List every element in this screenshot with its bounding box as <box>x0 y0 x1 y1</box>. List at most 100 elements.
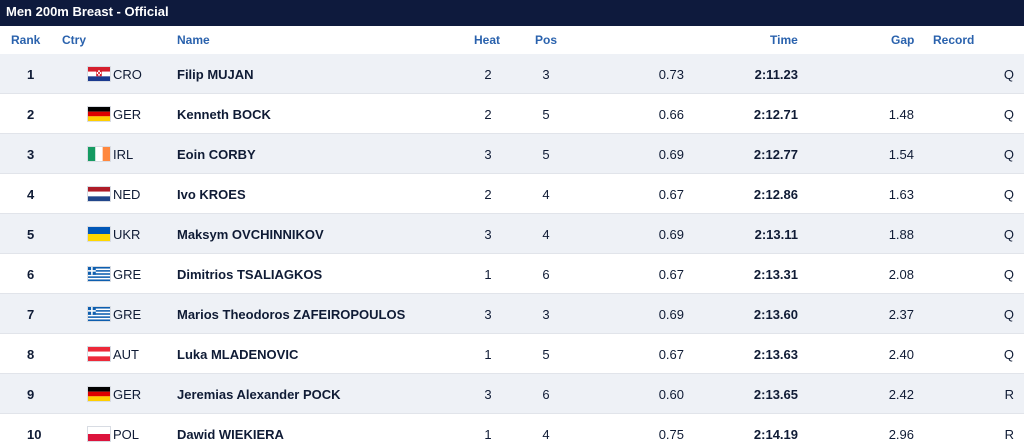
gap-cell: 1.54 <box>888 147 914 162</box>
athlete-name-link[interactable]: Jeremias Alexander POCK <box>177 387 341 402</box>
reaction-time-cell: 0.67 <box>658 267 684 282</box>
rank-cell: 5 <box>27 227 35 242</box>
heat-cell: 2 <box>484 187 492 202</box>
heat-cell: 2 <box>484 107 492 122</box>
table-row[interactable]: 10 POL Dawid WIEKIERA 1 4 0.75 2:14.19 2.96 R <box>0 414 1024 446</box>
column-header-ctry[interactable]: Ctry <box>62 33 87 47</box>
page-title: Men 200m Breast - Official <box>0 0 1024 26</box>
athlete-name-link[interactable]: Maksym OVCHINNIKOV <box>177 227 324 242</box>
rank-cell: 4 <box>27 187 35 202</box>
country-code: GRE <box>113 307 142 322</box>
athlete-name-link[interactable]: Eoin CORBY <box>177 147 256 162</box>
rank-cell: 9 <box>27 387 35 402</box>
time-cell: 2:11.23 <box>754 67 798 82</box>
time-cell: 2:12.86 <box>753 187 798 202</box>
qualification-cell: Q <box>1003 147 1014 162</box>
table-row[interactable]: 5 UKR Maksym OVCHINNIKOV 3 4 0.69 2:13.11 1.88 Q <box>0 214 1024 254</box>
table-row[interactable]: 1 CRO Filip MUJAN 2 3 0.73 2:11.23 Q <box>0 54 1024 94</box>
column-header-rank[interactable]: Rank <box>11 33 41 47</box>
gap-cell: 1.63 <box>888 187 914 202</box>
table-row[interactable]: 2 GER Kenneth BOCK 2 5 0.66 2:12.71 1.48 Q <box>0 94 1024 134</box>
qualification-cell: R <box>1004 427 1014 442</box>
qualification-cell: Q <box>1003 227 1014 242</box>
qualification-cell: Q <box>1003 267 1014 282</box>
time-cell: 2:12.71 <box>753 107 798 122</box>
rank-cell: 8 <box>27 347 35 362</box>
results-table: 1 CRO Filip MUJAN 2 3 0.73 2:11.23 Q 2 GER Kenneth… <box>0 54 1024 446</box>
gap-cell: 2.96 <box>888 427 914 442</box>
flag-ukr-icon <box>87 226 111 242</box>
reaction-time-cell: 0.75 <box>658 427 684 442</box>
table-row[interactable]: 6 GRE Dimitrios TSALIAGKOS 1 6 0.67 2:13.31 2.0… <box>0 254 1024 294</box>
heat-cell: 3 <box>484 227 492 242</box>
position-cell: 4 <box>542 187 550 202</box>
country-code: IRL <box>113 147 134 162</box>
table-row[interactable]: 8 AUT Luka MLADENOVIC 1 5 0.67 2:13.63 2.40 Q <box>0 334 1024 374</box>
time-cell: 2:12.77 <box>753 147 798 162</box>
time-cell: 2:13.65 <box>753 387 798 402</box>
country-code: GER <box>113 387 142 402</box>
qualification-cell: Q <box>1003 67 1014 82</box>
country-code: NED <box>113 187 141 202</box>
reaction-time-cell: 0.69 <box>658 307 684 322</box>
flag-irl-icon <box>87 146 111 162</box>
column-header-gap[interactable]: Gap <box>891 33 915 47</box>
qualification-cell: Q <box>1003 187 1014 202</box>
rank-cell: 3 <box>27 147 35 162</box>
rank-cell: 1 <box>27 67 35 82</box>
table-row[interactable]: 3 IRL Eoin CORBY 3 5 0.69 2:12.77 1.54 Q <box>0 134 1024 174</box>
gap-cell: 2.37 <box>888 307 914 322</box>
heat-cell: 1 <box>484 427 492 442</box>
position-cell: 5 <box>542 147 550 162</box>
flag-cro-icon <box>87 66 111 82</box>
athlete-name-link[interactable]: Luka MLADENOVIC <box>177 347 299 362</box>
results-header: Rank Ctry Name Heat Pos Time Gap Record <box>0 26 1024 54</box>
athlete-name-link[interactable]: Filip MUJAN <box>177 67 254 82</box>
position-cell: 5 <box>542 347 550 362</box>
column-header-heat[interactable]: Heat <box>474 33 501 47</box>
flag-ger-icon <box>87 386 111 402</box>
column-header-record[interactable]: Record <box>933 33 975 47</box>
gap-cell: 1.88 <box>888 227 914 242</box>
position-cell: 4 <box>542 227 550 242</box>
athlete-name-link[interactable]: Dimitrios TSALIAGKOS <box>177 267 323 282</box>
flag-ger-icon <box>87 106 111 122</box>
heat-cell: 3 <box>484 307 492 322</box>
time-cell: 2:14.19 <box>753 427 798 442</box>
time-cell: 2:13.63 <box>753 347 798 362</box>
table-row[interactable]: 9 GER Jeremias Alexander POCK 3 6 0.60 2:13.65… <box>0 374 1024 414</box>
heat-cell: 2 <box>484 67 492 82</box>
flag-gre-icon <box>87 306 111 322</box>
athlete-name-link[interactable]: Dawid WIEKIERA <box>177 427 284 442</box>
heat-cell: 1 <box>484 347 492 362</box>
heat-cell: 1 <box>484 267 492 282</box>
reaction-time-cell: 0.67 <box>658 187 684 202</box>
country-code: POL <box>113 427 140 442</box>
qualification-cell: Q <box>1003 307 1014 322</box>
table-row[interactable]: 7 GRE Marios Theodoros ZAFEIROPOULOS 3 3 0.69… <box>0 294 1024 334</box>
column-header-time[interactable]: Time <box>770 33 798 47</box>
rank-cell: 10 <box>27 427 42 442</box>
flag-pol-icon <box>87 426 111 442</box>
athlete-name-link[interactable]: Marios Theodoros ZAFEIROPOULOS <box>177 307 406 322</box>
reaction-time-cell: 0.69 <box>658 227 684 242</box>
position-cell: 5 <box>542 107 550 122</box>
position-cell: 3 <box>542 67 550 82</box>
qualification-cell: Q <box>1003 347 1014 362</box>
time-cell: 2:13.11 <box>754 227 798 242</box>
rank-cell: 2 <box>27 107 35 122</box>
heat-cell: 3 <box>484 387 492 402</box>
reaction-time-cell: 0.69 <box>658 147 684 162</box>
position-cell: 6 <box>542 387 550 402</box>
column-header-pos[interactable]: Pos <box>535 33 558 47</box>
position-cell: 3 <box>542 307 550 322</box>
reaction-time-cell: 0.66 <box>658 107 684 122</box>
table-row[interactable]: 4 NED Ivo KROES 2 4 0.67 2:12.86 1.63 Q <box>0 174 1024 214</box>
gap-cell: 2.08 <box>888 267 914 282</box>
country-code: CRO <box>113 67 142 82</box>
athlete-name-link[interactable]: Ivo KROES <box>177 187 246 202</box>
rank-cell: 6 <box>27 267 35 282</box>
athlete-name-link[interactable]: Kenneth BOCK <box>177 107 271 122</box>
qualification-cell: R <box>1004 387 1014 402</box>
column-header-name[interactable]: Name <box>177 33 210 47</box>
